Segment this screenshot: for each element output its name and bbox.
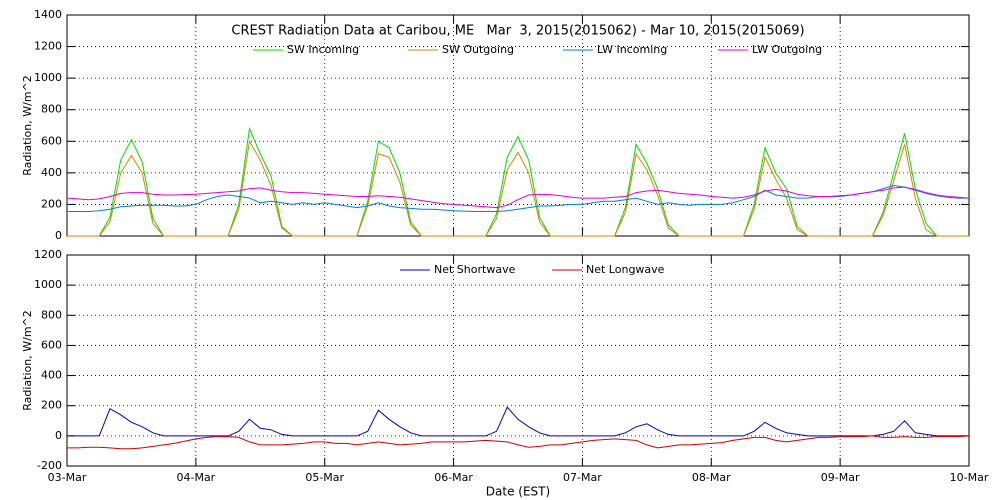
y-tick-label: 800	[41, 103, 62, 116]
y-tick-label: 1200	[34, 40, 62, 53]
legend-label: SW Outgoing	[442, 43, 514, 56]
plot-frame	[66, 14, 970, 237]
chart-title: CREST Radiation Data at Caribou, ME Mar …	[231, 24, 804, 39]
x-tick-label: 08-Mar	[692, 471, 731, 484]
x-tick-label: 05-Mar	[305, 471, 344, 484]
legend-label: Net Longwave	[586, 263, 665, 276]
y-tick-label: 600	[41, 134, 62, 147]
y-tick-label: 1000	[34, 71, 62, 84]
legend-label: Net Shortwave	[434, 263, 516, 276]
x-tick-label: 03-Mar	[48, 471, 87, 484]
legend-label: LW Incoming	[597, 43, 667, 56]
y-tick-label: 800	[41, 308, 62, 321]
data-line	[67, 184, 969, 212]
y-tick-label: 0	[55, 229, 62, 242]
y-tick-label: 600	[41, 338, 62, 351]
y-tick-label: 400	[41, 166, 62, 179]
y-tick-label: 400	[41, 369, 62, 382]
data-line	[67, 126, 969, 237]
y-tick-label: 200	[41, 197, 62, 210]
x-tick-label: 07-Mar	[563, 471, 602, 484]
legend-label: LW Outgoing	[752, 43, 822, 56]
x-tick-label: 10-Mar	[950, 471, 989, 484]
y-tick-label: 200	[41, 399, 62, 412]
y-tick-label: 1200	[34, 248, 62, 261]
y-axis-label: Radiation, W/m^2	[21, 310, 34, 411]
data-line	[66, 186, 970, 209]
x-tick-label: 04-Mar	[176, 471, 215, 484]
x-axis-label: Date (EST)	[486, 485, 550, 499]
y-tick-label: 1400	[34, 8, 62, 21]
y-axis-label: Radiation, W/m^2	[21, 75, 34, 176]
plot-frame	[66, 254, 970, 467]
y-tick-label: -200	[37, 459, 62, 472]
y-tick-label: 1000	[34, 278, 62, 291]
y-tick-label: 0	[55, 429, 62, 442]
x-tick-label: 06-Mar	[434, 471, 473, 484]
x-tick-label: 09-Mar	[821, 471, 860, 484]
legend-label: SW Incoming	[287, 43, 359, 56]
data-line	[67, 139, 969, 237]
data-line	[67, 435, 970, 450]
data-line	[67, 406, 969, 437]
